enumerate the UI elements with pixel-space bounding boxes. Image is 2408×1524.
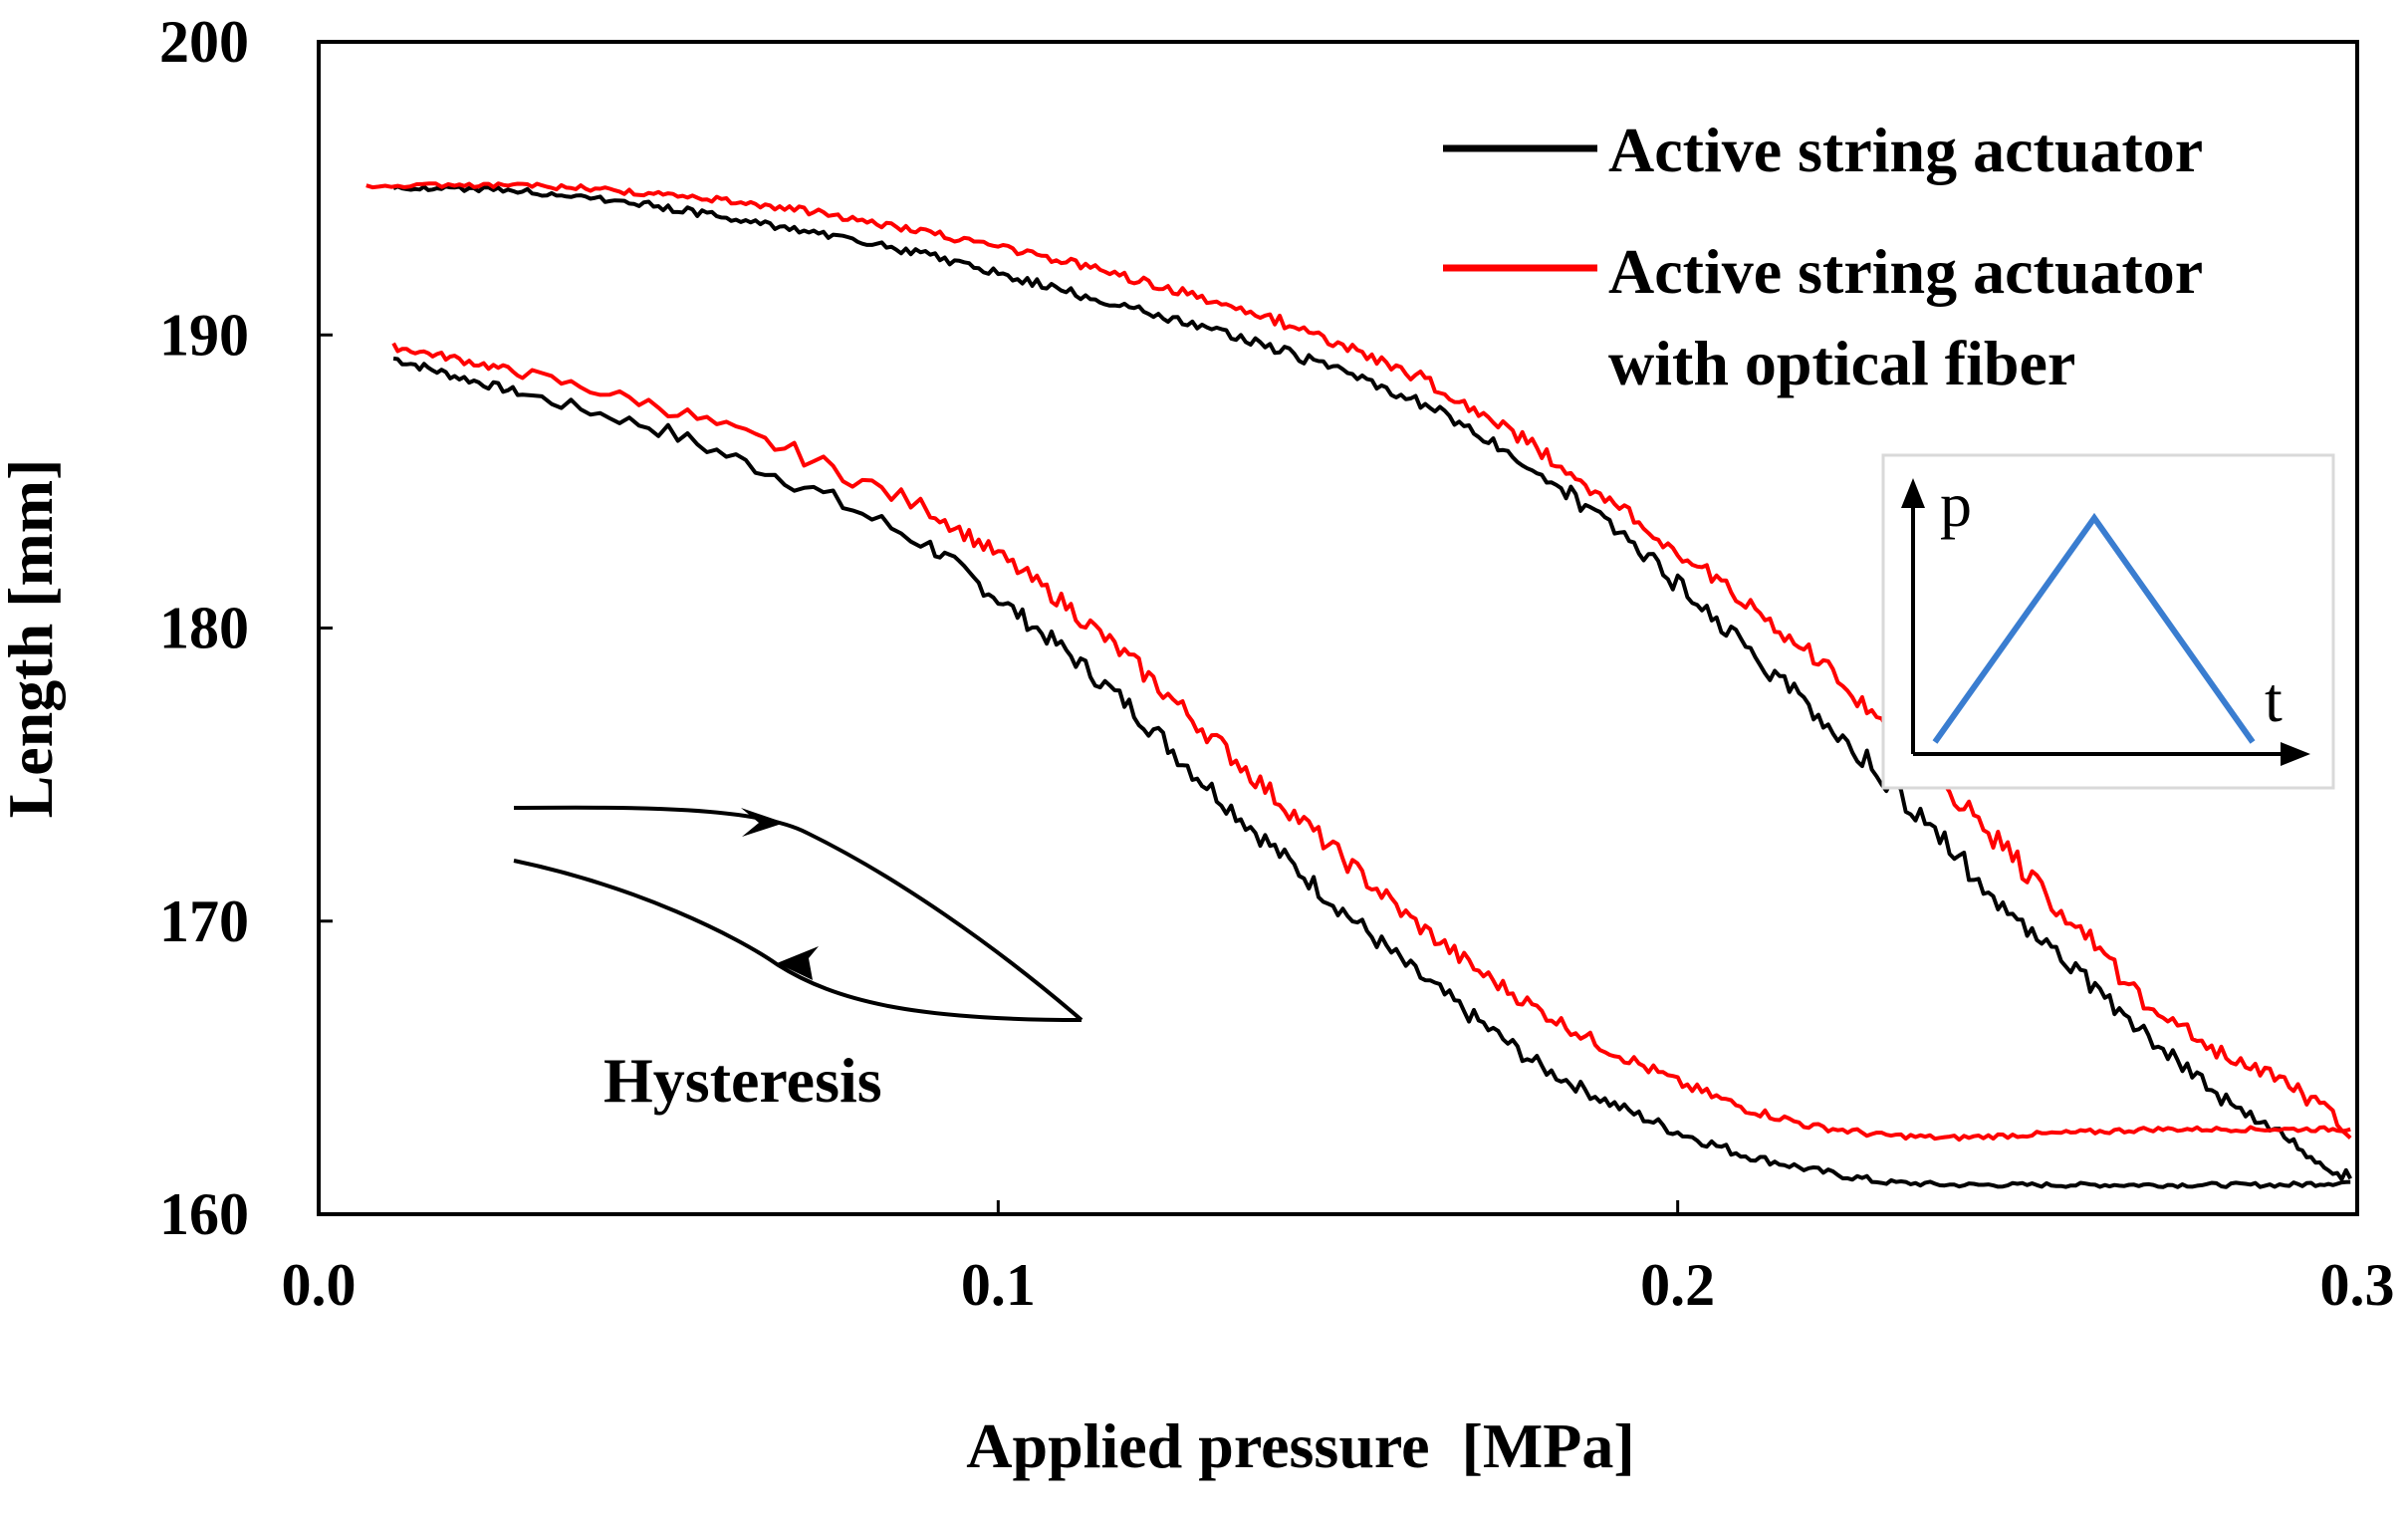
legend: Active string actuator Active string act… [1443, 115, 2203, 398]
inset-y-arrow-icon [1901, 478, 1925, 508]
inset-y-label: p [1940, 469, 1972, 540]
series-1-unloading-line [365, 181, 2352, 1140]
inset-pressure-triangle [1932, 512, 2256, 744]
inset-x-label: t [2265, 664, 2283, 735]
inset-frame [1881, 453, 2335, 790]
x-tick-label: 0.1 [961, 1252, 1036, 1318]
hysteresis-annotation: Hysteresis [513, 805, 1084, 1116]
hysteresis-upper-curve [513, 805, 1084, 1022]
inset-x-arrow-icon [2281, 742, 2310, 766]
y-tick-label: 170 [159, 889, 249, 954]
x-axis-label: Applied pressure [MPa] [966, 1410, 1634, 1481]
legend-label-with-optical-fiber: Active string actuator with optical fiber [1608, 236, 2203, 398]
hysteresis-arrow-left-icon [777, 946, 819, 980]
hysteresis-lower-curve [513, 859, 1083, 1022]
y-axis-label: Length [mm] [0, 459, 66, 819]
series-1-loading-line [391, 342, 2351, 1143]
hysteresis-label: Hysteresis [603, 1045, 882, 1116]
y-tick-label: 180 [159, 596, 249, 661]
hysteresis-arrow-right-icon [741, 808, 785, 837]
inset-triangle-diagram: p t [1881, 453, 2335, 790]
x-tick-label: 0.0 [282, 1252, 357, 1318]
legend-label-active-string-actuator: Active string actuator [1608, 115, 2203, 185]
y-tick-label: 160 [159, 1181, 249, 1247]
series-group [365, 181, 2352, 1189]
y-tick-label: 190 [159, 302, 249, 368]
y-tick-label: 200 [159, 9, 249, 75]
series-0-unloading-line [392, 184, 2352, 1181]
x-tick-label: 0.2 [1640, 1252, 1715, 1318]
x-tick-label: 0.3 [2320, 1252, 2395, 1318]
axis-ticks: 0.0 0.1 0.2 0.3 160 170 180 190 200 [159, 9, 2395, 1318]
series-0-loading-line [392, 356, 2351, 1189]
